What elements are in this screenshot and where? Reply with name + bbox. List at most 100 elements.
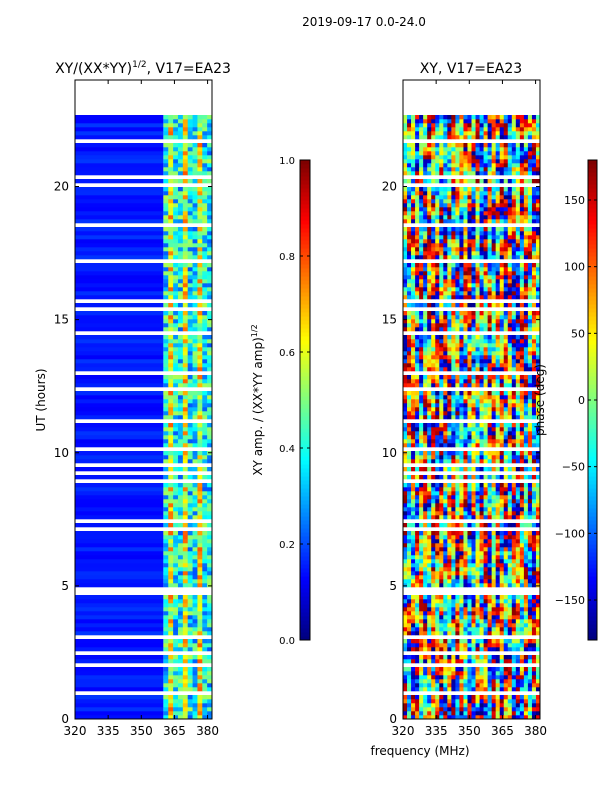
phase-cell (455, 423, 460, 428)
phase-cell (459, 483, 464, 488)
phase-cell (407, 311, 412, 316)
colorbar-segment (300, 372, 310, 377)
phase-cell (419, 507, 424, 512)
amplitude-cell (177, 203, 184, 208)
phase-cell (491, 639, 496, 644)
phase-cell (455, 575, 460, 580)
amplitude-cell (202, 403, 208, 408)
phase-cell (487, 343, 492, 348)
phase-cell (511, 311, 517, 316)
phase-cell (451, 695, 456, 700)
phase-cell (427, 671, 432, 676)
amplitude-cell (197, 367, 203, 372)
phase-cell (499, 631, 505, 636)
phase-cell (471, 315, 476, 320)
phase-cell (447, 403, 452, 408)
phase-cell (403, 483, 408, 488)
phase-cell (455, 655, 460, 660)
amplitude-row (75, 115, 164, 120)
amplitude-cell (207, 711, 213, 716)
amplitude-cell (192, 251, 198, 256)
phase-cell (511, 563, 517, 568)
amplitude-cell (182, 435, 188, 440)
phase-cell (499, 671, 505, 676)
amplitude-cell (202, 119, 208, 124)
amplitude-cell (207, 623, 213, 628)
phase-cell (531, 503, 537, 508)
phase-cell (435, 535, 440, 540)
phase-cell (491, 571, 496, 576)
phase-cell (407, 627, 412, 632)
phase-cell (443, 327, 448, 332)
phase-cell (451, 303, 456, 308)
phase-cell (427, 363, 432, 368)
phase-cell (419, 543, 424, 548)
amplitude-cell (202, 619, 208, 624)
phase-cell (479, 575, 484, 580)
phase-cell (411, 243, 416, 248)
amplitude-cell (168, 359, 174, 364)
phase-cell (463, 327, 468, 332)
phase-cell (415, 499, 420, 504)
phase-cell (447, 451, 452, 456)
phase-cell (507, 475, 513, 480)
phase-cell (451, 603, 456, 608)
phase-cell (415, 343, 420, 348)
phase-cell (471, 711, 476, 716)
phase-cell (415, 643, 420, 648)
phase-cell (451, 647, 456, 652)
phase-cell (419, 483, 424, 488)
amplitude-cell (177, 251, 184, 256)
phase-cell (423, 627, 428, 632)
amplitude-cell (168, 151, 174, 156)
phase-cell (475, 583, 480, 588)
phase-cell (531, 575, 537, 580)
phase-cell (495, 415, 501, 420)
amplitude-cell (192, 611, 198, 616)
amplitude-cell (182, 483, 188, 488)
amplitude-cell (173, 179, 179, 184)
phase-cell (471, 707, 476, 712)
amplitude-cell (187, 343, 193, 348)
amplitude-row (75, 607, 164, 612)
amplitude-cell (168, 123, 174, 128)
phase-cell (419, 647, 424, 652)
phase-cell (451, 539, 456, 544)
phase-cell (463, 359, 468, 364)
phase-cell (403, 327, 408, 332)
amplitude-cell (207, 255, 213, 260)
amplitude-cell (173, 395, 179, 400)
phase-cell (435, 671, 440, 676)
phase-cell (451, 523, 456, 528)
phase-cell (467, 599, 472, 604)
amplitude-cell (202, 563, 208, 568)
phase-cell (519, 375, 525, 380)
phase-cell (439, 535, 444, 540)
phase-cell (515, 435, 521, 440)
phase-cell (451, 567, 456, 572)
phase-cell (447, 435, 452, 440)
phase-cell (475, 699, 480, 704)
phase-cell (511, 347, 517, 352)
phase-cell (403, 531, 408, 536)
colorbar-segment (300, 632, 310, 637)
phase-cell (475, 639, 480, 644)
phase-cell (427, 459, 432, 464)
phase-cell (423, 315, 428, 320)
amplitude-cell (163, 383, 169, 388)
amplitude-cell (202, 287, 208, 292)
phase-cell (435, 647, 440, 652)
phase-cell (423, 631, 428, 636)
phase-cell (487, 415, 492, 420)
phase-cell (415, 523, 420, 528)
amplitude-row (75, 359, 164, 364)
phase-cell (427, 383, 432, 388)
amplitude-cell (163, 647, 169, 652)
amplitude-cell (192, 379, 198, 384)
phase-cell (407, 611, 412, 616)
phase-cell (455, 251, 460, 256)
amplitude-cell (187, 395, 193, 400)
phase-cell (411, 543, 416, 548)
phase-cell (411, 379, 416, 384)
phase-cell (443, 407, 448, 412)
